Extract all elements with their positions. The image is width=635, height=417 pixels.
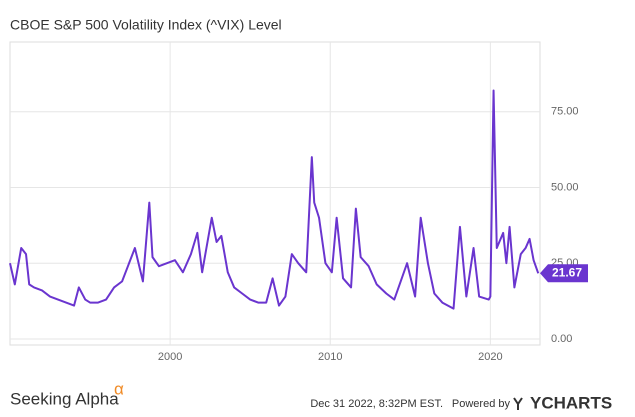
x-tick-label: 2000 bbox=[158, 351, 182, 363]
y-tick-label: 50.00 bbox=[551, 181, 579, 193]
timestamp: Dec 31 2022, 8:32PM EST. bbox=[310, 398, 443, 410]
y-tick-label: 0.00 bbox=[551, 333, 572, 345]
brand: Seeking Alpha bbox=[10, 389, 119, 408]
y-tick-label: 75.00 bbox=[551, 106, 579, 118]
x-tick-label: 2020 bbox=[478, 351, 502, 363]
chart-title: CBOE S&P 500 Volatility Index (^VIX) Lev… bbox=[10, 17, 282, 33]
powered-by: Powered by bbox=[452, 398, 511, 410]
last-value-tag bbox=[540, 264, 588, 283]
plot-frame bbox=[9, 41, 541, 346]
provider: YCHARTS bbox=[530, 393, 612, 412]
line bbox=[9, 89, 540, 310]
x-tick-label: 2010 bbox=[318, 351, 342, 363]
provider-icon bbox=[513, 397, 523, 410]
brand-mark: α bbox=[114, 379, 124, 398]
last-value-label: 21.67 bbox=[552, 265, 582, 279]
